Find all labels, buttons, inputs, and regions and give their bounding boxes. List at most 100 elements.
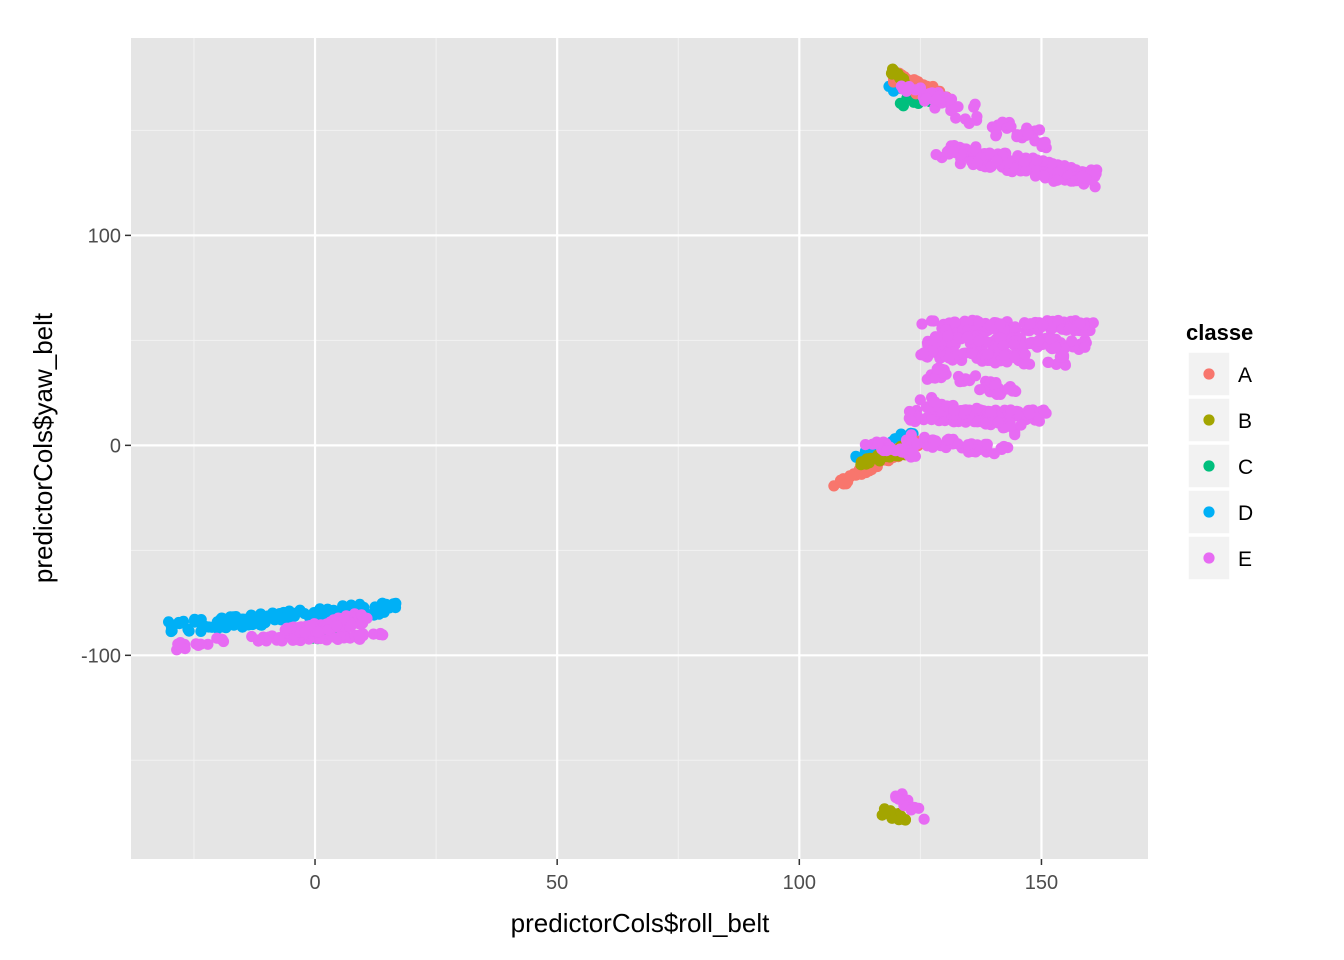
data-point: [1058, 350, 1070, 362]
data-point: [901, 85, 913, 97]
y-tick-label: 100: [88, 225, 121, 247]
data-point: [859, 439, 872, 451]
data-point: [1063, 323, 1075, 335]
data-point: [930, 435, 942, 447]
data-point: [997, 441, 1009, 454]
data-point: [985, 406, 997, 418]
data-point: [929, 396, 941, 408]
data-point: [999, 349, 1011, 361]
data-point: [981, 438, 993, 450]
data-point: [962, 439, 974, 451]
data-point: [183, 625, 195, 637]
data-point: [172, 638, 184, 650]
data-point: [254, 619, 266, 631]
legend-label: A: [1238, 364, 1252, 387]
data-point: [991, 155, 1003, 167]
data-point: [1031, 154, 1043, 166]
data-point: [949, 316, 961, 328]
data-point: [378, 606, 390, 618]
data-point: [974, 384, 986, 396]
y-axis-ticks: -100 0 100: [81, 225, 131, 667]
data-point: [1077, 170, 1089, 182]
x-tick-label: 100: [783, 872, 816, 894]
data-point: [925, 315, 938, 327]
data-point: [905, 414, 917, 426]
data-point: [958, 347, 970, 359]
y-axis-title: predictorCols$yaw_belt: [28, 312, 58, 583]
data-point: [895, 810, 907, 822]
data-point: [961, 331, 974, 343]
data-point: [1066, 335, 1078, 347]
data-point: [1019, 348, 1031, 361]
data-point: [312, 626, 324, 638]
legend-key-dot: [1203, 552, 1215, 564]
y-tick-label: -100: [81, 645, 121, 667]
data-point: [918, 813, 930, 825]
data-point: [1029, 170, 1042, 182]
x-axis-ticks: 0 50 100 150: [309, 859, 1058, 894]
data-point: [845, 470, 857, 482]
data-point: [952, 438, 964, 450]
data-point: [989, 380, 1001, 392]
data-point: [345, 619, 357, 632]
data-point: [369, 601, 381, 613]
data-point: [969, 98, 981, 110]
data-point: [1042, 356, 1054, 368]
legend-label: B: [1238, 410, 1252, 433]
legend-entry-B: B: [1187, 397, 1252, 443]
data-point: [377, 629, 389, 641]
data-point: [1015, 419, 1027, 431]
data-point: [945, 93, 958, 105]
x-tick-label: 50: [546, 872, 568, 894]
data-point: [265, 611, 277, 624]
data-point: [1033, 124, 1046, 136]
legend-title: classe: [1186, 320, 1253, 345]
data-point: [988, 448, 1000, 460]
data-point: [1020, 165, 1032, 177]
data-point: [330, 632, 342, 644]
data-point: [298, 608, 311, 620]
data-point: [281, 622, 293, 634]
data-point: [905, 804, 917, 816]
data-point: [322, 624, 334, 636]
grid-lines: [131, 38, 1148, 859]
data-points: [163, 63, 1103, 826]
data-point: [1074, 317, 1086, 329]
data-point: [1051, 174, 1063, 186]
data-point: [943, 352, 955, 364]
data-point: [960, 404, 972, 416]
data-point: [1005, 121, 1017, 133]
data-point: [1011, 129, 1023, 141]
legend-label: C: [1238, 456, 1253, 479]
data-point: [984, 319, 996, 331]
data-point: [914, 394, 926, 406]
x-tick-label: 0: [309, 872, 320, 894]
data-point: [387, 598, 400, 610]
data-point: [971, 402, 983, 414]
data-point: [1038, 170, 1050, 182]
data-point: [990, 123, 1002, 135]
data-point: [1049, 342, 1061, 354]
data-point: [1002, 383, 1014, 395]
data-point: [917, 347, 930, 359]
data-point: [893, 793, 905, 805]
data-point: [177, 617, 189, 629]
data-point: [338, 613, 350, 625]
data-point: [982, 348, 994, 360]
data-point: [973, 335, 985, 347]
data-point: [1033, 335, 1045, 347]
data-point: [310, 609, 322, 621]
data-point: [952, 370, 965, 383]
x-axis-title: predictorCols$roll_belt: [511, 908, 770, 938]
data-point: [889, 433, 901, 445]
data-point: [1090, 168, 1102, 180]
legend-label: D: [1238, 502, 1253, 525]
data-point: [1005, 404, 1017, 416]
data-point: [353, 629, 365, 642]
data-point: [211, 632, 223, 644]
data-point: [943, 433, 955, 445]
data-point: [973, 316, 985, 328]
data-point: [903, 405, 916, 418]
data-point: [947, 146, 959, 158]
data-point: [931, 331, 943, 343]
